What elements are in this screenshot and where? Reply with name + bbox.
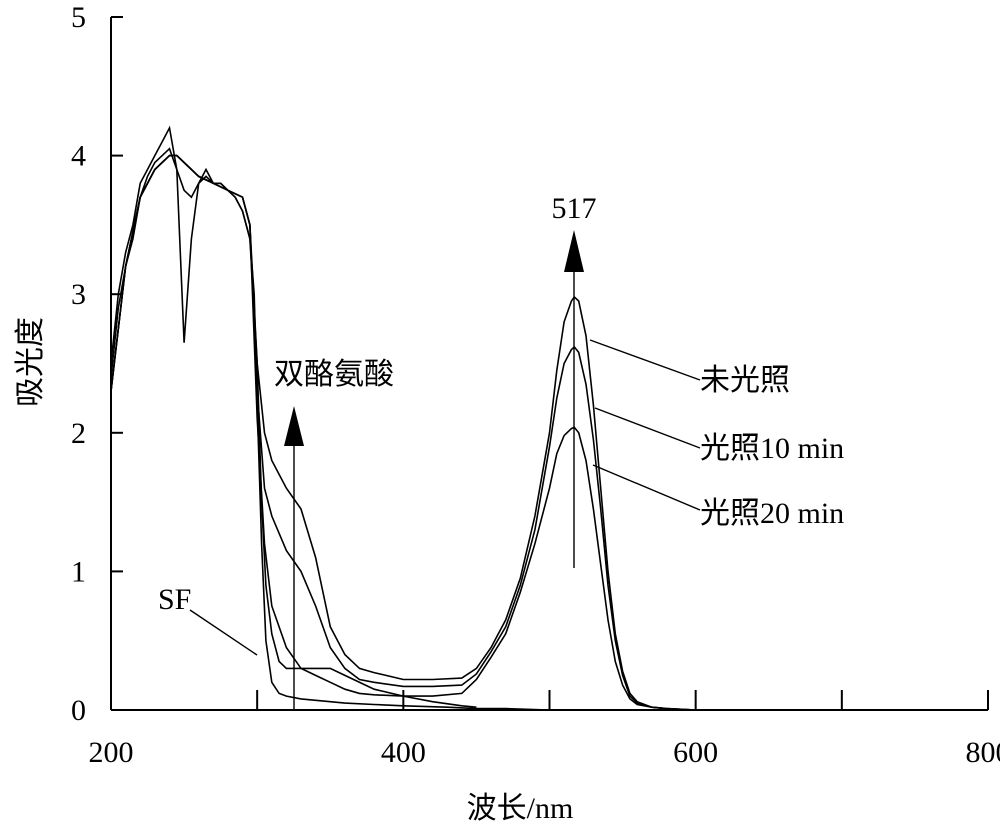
irr20-label: 光照20 min [700, 497, 844, 530]
y-tick-label: 0 [71, 694, 86, 727]
sf-leader-line [189, 609, 258, 656]
axis-tick-labels: 0 1 2 3 4 5 200 400 600 800 [71, 1, 1000, 769]
x-tick-label: 200 [89, 736, 134, 769]
irr10-leader-line [594, 407, 701, 449]
axis-ticks [110, 16, 989, 711]
series-line-2 [110, 125, 477, 708]
series-curves [110, 125, 842, 711]
series-line-5 [110, 154, 842, 711]
irr10-label: 光照10 min [700, 432, 844, 465]
y-tick-label: 4 [71, 140, 86, 173]
y-tick-label: 1 [71, 555, 86, 588]
y-tick-label: 3 [71, 278, 86, 311]
x-tick-label: 800 [966, 736, 1000, 769]
sf-label: SF [158, 583, 191, 616]
dityrosine-arrow [284, 406, 304, 710]
dityrosine-label: 双酪氨酸 [274, 358, 394, 391]
peak-label: 517 [552, 192, 597, 225]
x-axis-title: 波长/nm [467, 792, 574, 825]
unirradiated-label: 未光照 [700, 364, 790, 397]
y-tick-label: 5 [71, 1, 86, 34]
irr20-leader-line [592, 464, 701, 511]
x-tick-label: 600 [673, 736, 718, 769]
unirradiated-leader-line [589, 339, 701, 381]
peak-arrow [564, 230, 584, 568]
x-tick-label: 400 [381, 736, 426, 769]
y-tick-label: 2 [71, 417, 86, 450]
y-axis-title: 吸光度 [14, 317, 47, 407]
